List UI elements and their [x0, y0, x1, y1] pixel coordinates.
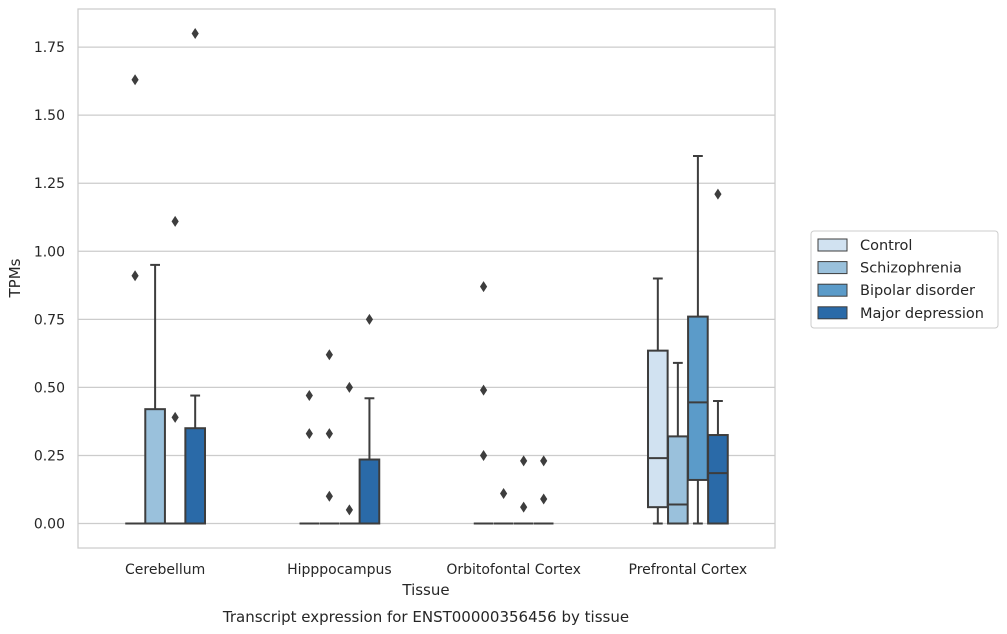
y-tick-label: 0.50 — [34, 380, 65, 396]
outlier-point — [191, 28, 199, 39]
outlier-point — [131, 74, 139, 86]
box-bipolar-disorder — [165, 215, 185, 525]
outlier-point — [714, 188, 722, 200]
legend-label: Bipolar disorder — [860, 283, 975, 299]
legend-swatch — [817, 283, 848, 297]
outlier-point — [305, 428, 313, 440]
outlier-point — [345, 381, 353, 393]
outlier-point — [365, 313, 374, 325]
y-axis-label: TPMs — [6, 258, 24, 298]
y-tick-label: 1.25 — [34, 176, 65, 192]
outlier-point — [479, 384, 488, 396]
x-tick-label: Prefrontal Cortex — [629, 562, 748, 578]
legend-frame — [810, 230, 999, 329]
box-schizophrenia — [667, 361, 689, 525]
box-body — [687, 315, 709, 481]
box-body — [144, 408, 166, 525]
box-schizophrenia — [493, 488, 514, 525]
outlier-point — [171, 411, 179, 423]
x-tick-label: Orbitofontal Cortex — [446, 562, 581, 578]
outlier-point — [171, 215, 179, 227]
x-tick-label: Cerebellum — [125, 562, 205, 578]
outlier-point — [500, 488, 508, 500]
outlier-point — [345, 504, 353, 516]
outlier-point — [540, 455, 548, 467]
box-body — [646, 349, 669, 509]
box-major-depression — [707, 188, 729, 525]
legend: Control Schizophrenia Bipolar disorder Majo… — [810, 230, 999, 329]
outlier-point — [540, 493, 548, 505]
x-tick-labels: Cerebellum Hipppocampus Orbitofontal Corte… — [125, 562, 747, 578]
legend-swatch — [817, 238, 848, 252]
outlier-point — [325, 490, 333, 502]
box-control — [473, 281, 494, 525]
box-body — [184, 427, 207, 525]
y-tick-label: 0.75 — [34, 312, 65, 328]
box-major-depression — [184, 28, 207, 525]
box-bipolar-disorder — [513, 455, 534, 525]
box-bipolar-disorder — [687, 155, 709, 525]
chart-caption: Transcript expression for ENST0000035645… — [222, 608, 629, 626]
box-control — [299, 390, 320, 525]
box-major-depression — [533, 455, 554, 525]
box-groups — [125, 28, 729, 525]
y-tick-label: 1.50 — [34, 108, 65, 124]
y-tick-labels: 0.00 0.25 0.50 0.75 1.00 1.25 1.50 1.75 — [34, 40, 65, 532]
box-major-depression — [358, 313, 381, 525]
y-tick-label: 1.00 — [34, 244, 65, 260]
outlier-point — [131, 270, 139, 282]
y-tick-label: 0.25 — [34, 448, 65, 464]
box-schizophrenia — [144, 263, 166, 525]
box-control — [125, 74, 145, 525]
legend-label: Control — [860, 238, 912, 254]
outlier-point — [479, 281, 488, 293]
box-body — [358, 458, 381, 525]
x-tick-label: Hipppocampus — [287, 562, 392, 578]
x-axis-label: Tissue — [401, 581, 449, 599]
legend-label: Schizophrenia — [860, 261, 962, 277]
outlier-point — [325, 349, 333, 361]
plot-frame — [77, 8, 776, 549]
box-control — [646, 277, 669, 525]
y-tick-label: 0.00 — [34, 517, 65, 533]
legend-swatch — [817, 261, 848, 275]
box-body — [707, 434, 729, 525]
outlier-point — [305, 390, 313, 402]
legend-label: Major depression — [860, 306, 984, 322]
outlier-point — [520, 455, 528, 467]
outlier-point — [479, 449, 488, 461]
box-schizophrenia — [319, 349, 340, 525]
outlier-point — [520, 501, 528, 513]
box-body — [667, 435, 689, 525]
box-bipolar-disorder — [339, 381, 360, 525]
y-tick-label: 1.75 — [34, 40, 65, 56]
outlier-point — [325, 428, 333, 440]
legend-swatch — [817, 306, 848, 320]
